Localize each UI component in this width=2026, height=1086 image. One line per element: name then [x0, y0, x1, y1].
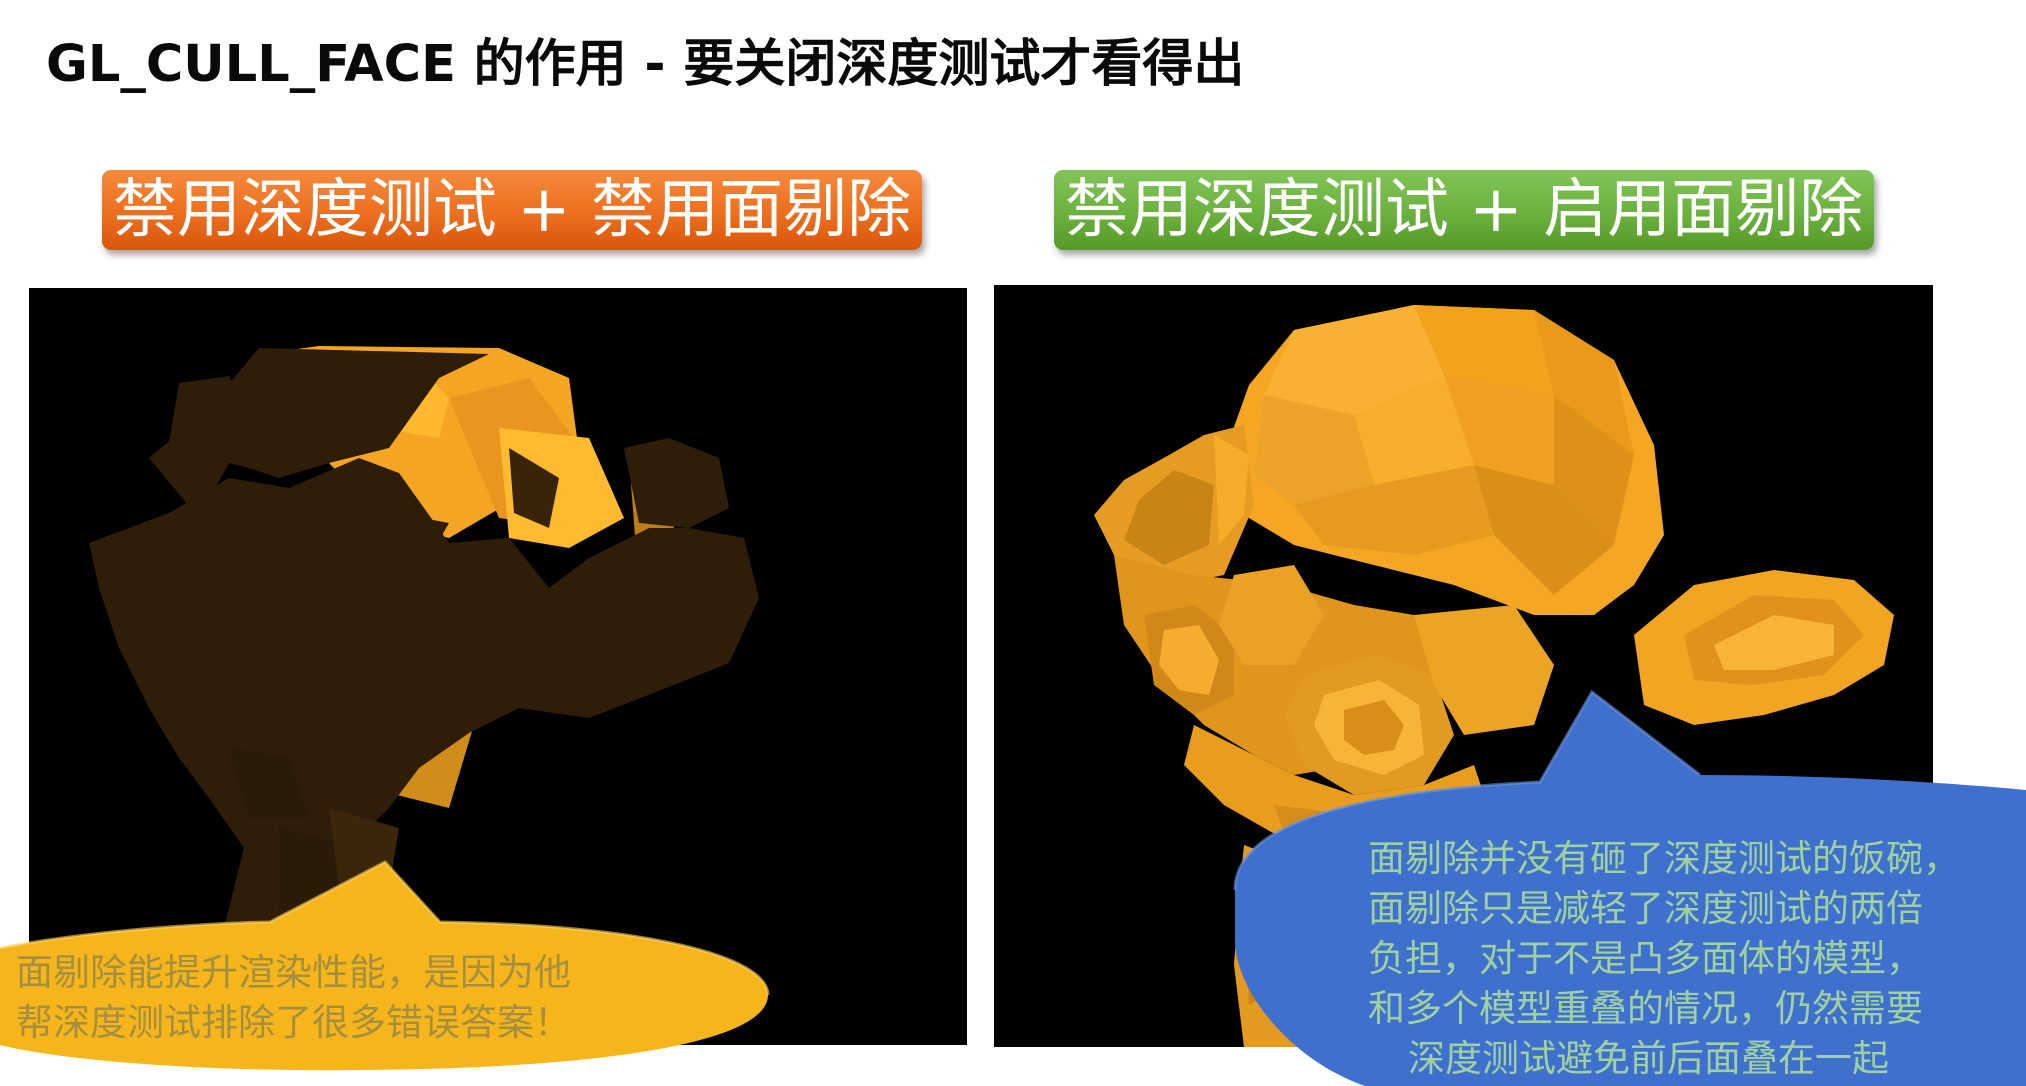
blue-callout-line: 面剔除只是减轻了深度测试的两倍: [1368, 887, 1923, 930]
blue-callout-line: 面剔除并没有砸了深度测试的饭碗，: [1368, 837, 1960, 880]
blue-callout-line: 负担，对于不是凸多面体的模型，: [1368, 937, 1923, 980]
yellow-callout-line: 帮深度测试排除了很多错误答案！: [16, 1001, 571, 1044]
monkey-render-no-culling: [89, 346, 759, 1045]
yellow-callout-text: 面剔除能提升渲染性能，是因为他 帮深度测试排除了很多错误答案！: [16, 948, 571, 1048]
blue-callout-line: 深度测试避免前后面叠在一起: [1408, 1037, 1889, 1080]
blue-callout-line: 和多个模型重叠的情况，仍然需要: [1368, 987, 1923, 1030]
render-viewport-cull-on: [994, 285, 1933, 1047]
banner-depth-off-cull-off: 禁用深度测试 + 禁用面剔除: [102, 170, 922, 250]
blue-callout-bubble: [1235, 692, 2026, 1086]
banner-depth-off-cull-on: 禁用深度测试 + 启用面剔除: [1054, 170, 1874, 250]
blue-callout-text: 面剔除并没有砸了深度测试的饭碗， 面剔除只是减轻了深度测试的两倍 负担，对于不是…: [1368, 834, 1960, 1084]
slide-title: GL_CULL_FACE 的作用 - 要关闭深度测试才看得出: [46, 35, 1245, 94]
yellow-callout-line: 面剔除能提升渲染性能，是因为他: [16, 951, 571, 994]
render-viewport-cull-off: [29, 288, 967, 1045]
yellow-callout-bubble: [0, 862, 768, 1071]
